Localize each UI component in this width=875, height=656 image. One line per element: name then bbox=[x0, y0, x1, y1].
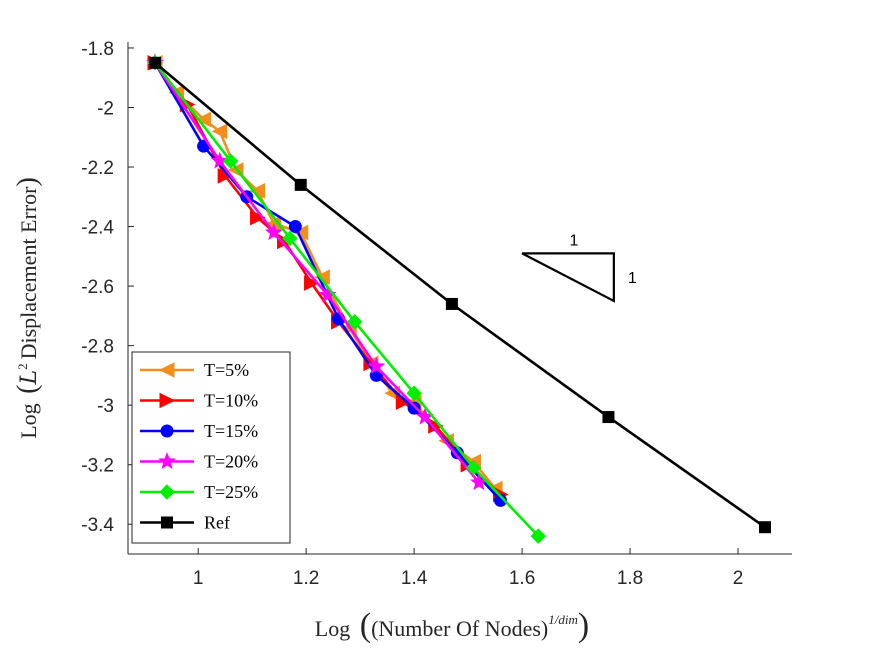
x-tick-label: 1.4 bbox=[401, 568, 428, 589]
data-point bbox=[195, 111, 212, 128]
legend-item: Ref bbox=[140, 513, 230, 533]
legend-item: T=20% bbox=[140, 452, 258, 472]
data-point bbox=[530, 528, 546, 544]
data-point bbox=[445, 297, 458, 310]
x-tick-label: 1 bbox=[193, 568, 204, 589]
series-ref bbox=[148, 56, 772, 534]
legend-label: T=15% bbox=[204, 421, 258, 441]
legend-label: Ref bbox=[204, 513, 230, 533]
legend-box bbox=[131, 351, 291, 544]
legend-marker bbox=[161, 516, 173, 529]
slope-triangle-shape bbox=[521, 252, 615, 303]
data-point bbox=[406, 385, 422, 401]
data-point bbox=[304, 275, 320, 291]
legend-item: T=10% bbox=[140, 391, 258, 411]
data-point bbox=[407, 401, 421, 415]
data-point bbox=[211, 123, 228, 140]
y-tick-label: -2.4 bbox=[81, 218, 114, 239]
axes: 1 1.2 1.4 1.6 1.8 2 -1.8 -2 -2.2 -2.4 -2.6 -2.8 -3 -3… bbox=[81, 39, 792, 589]
slope-run-label: 1 bbox=[570, 232, 579, 249]
y-tick-label: -2 bbox=[97, 98, 114, 119]
x-axis-label: Log ((Number Of Nodes)1/dim) bbox=[315, 607, 589, 644]
axis-labels: Log (L2Displacement Error) Log ((Number … bbox=[12, 177, 589, 644]
y-tick-label: -2.6 bbox=[81, 277, 114, 298]
legend-marker bbox=[160, 424, 174, 438]
legend-marker bbox=[159, 392, 176, 409]
x-tick-label: 2 bbox=[733, 568, 744, 589]
legend-label: T=20% bbox=[204, 452, 258, 472]
data-point bbox=[264, 223, 283, 241]
legend-marker bbox=[159, 484, 175, 500]
x-tick-label: 1.8 bbox=[617, 568, 643, 589]
y-tick-label: -2.2 bbox=[81, 158, 114, 179]
data-point bbox=[347, 314, 363, 330]
data-point bbox=[367, 357, 386, 375]
plot-area bbox=[146, 53, 772, 544]
legend-item: T=5% bbox=[140, 360, 249, 380]
data-point bbox=[602, 411, 615, 424]
data-point bbox=[759, 521, 772, 534]
y-tick-label: -2.8 bbox=[81, 337, 114, 358]
x-tick-label: 1.6 bbox=[509, 568, 535, 589]
legend-label: T=25% bbox=[204, 482, 258, 502]
slope-rise-label: 1 bbox=[628, 270, 637, 287]
data-point bbox=[294, 178, 307, 191]
legend-item: T=15% bbox=[140, 421, 258, 441]
x-tick-label: 1.2 bbox=[293, 568, 319, 589]
slope-triangle: 11 bbox=[521, 232, 637, 303]
y-tick-label: -1.8 bbox=[81, 39, 114, 60]
legend-label: T=5% bbox=[204, 360, 249, 380]
legend-marker bbox=[158, 362, 175, 378]
y-tick-label: -3 bbox=[97, 396, 114, 417]
data-point bbox=[282, 230, 298, 247]
data-point bbox=[465, 459, 482, 476]
data-point bbox=[222, 153, 239, 169]
data-point bbox=[288, 220, 302, 234]
legend-item: T=25% bbox=[140, 482, 258, 502]
y-tick-label: -3.2 bbox=[81, 456, 114, 477]
legend: T=5% T=10% T=15% T=20% T=25% Ref bbox=[131, 351, 291, 544]
data-point bbox=[148, 56, 161, 69]
legend-marker bbox=[158, 452, 176, 470]
data-point bbox=[250, 209, 266, 226]
y-tick-label: -3.4 bbox=[81, 515, 114, 536]
legend-label: T=10% bbox=[204, 391, 258, 411]
y-axis-label: Log (L2Displacement Error) bbox=[12, 177, 43, 439]
